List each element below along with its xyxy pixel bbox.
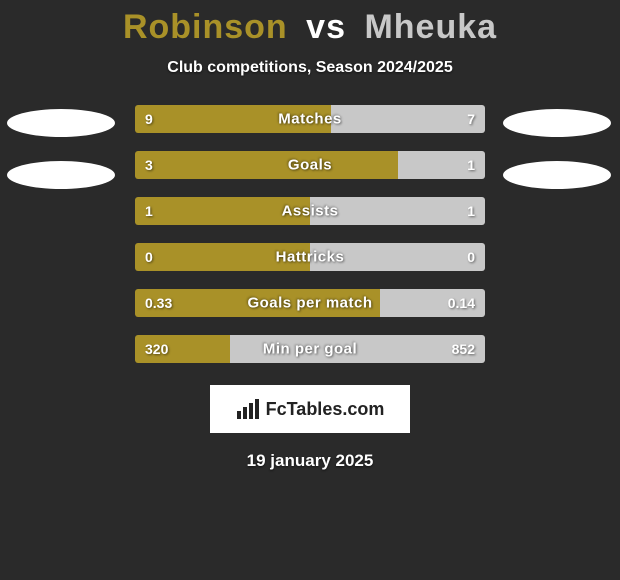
bar-label: Hattricks xyxy=(135,249,485,266)
team-badge xyxy=(503,109,611,137)
bar-value-right: 0.14 xyxy=(448,295,475,311)
player2-name: Mheuka xyxy=(364,8,497,46)
bar-label: Goals xyxy=(135,157,485,174)
main-row: Matches97Goals31Assists11Hattricks00Goal… xyxy=(0,105,620,363)
bar-value-left: 3 xyxy=(145,157,153,173)
team-badge xyxy=(503,161,611,189)
logo-box: FcTables.com xyxy=(210,385,410,433)
subtitle: Club competitions, Season 2024/2025 xyxy=(0,59,620,77)
stat-bar: Matches9 7 xyxy=(135,105,485,133)
bar-label: Matches xyxy=(135,111,485,128)
bar-value-right: 1 xyxy=(467,203,475,219)
bar-value-left: 9 xyxy=(145,111,153,127)
bar-label: Min per goal xyxy=(135,341,485,358)
team-badge xyxy=(7,109,115,137)
bar-value-right: 852 xyxy=(452,341,475,357)
player1-name: Robinson xyxy=(123,8,288,46)
stat-bars: Matches97Goals31Assists11Hattricks00Goal… xyxy=(135,105,485,363)
bar-label: Goals per match xyxy=(135,295,485,312)
vs-text: vs xyxy=(306,8,346,46)
stat-bar: Assists1 1 xyxy=(135,197,485,225)
bar-value-left: 320 xyxy=(145,341,168,357)
badges-right xyxy=(503,105,613,189)
bar-value-left: 1 xyxy=(145,203,153,219)
date: 19 january 2025 xyxy=(0,451,620,471)
bar-value-right: 1 xyxy=(467,157,475,173)
stat-bar: Goals per match0.33 0.14 xyxy=(135,289,485,317)
stat-bar: Min per goal320 852 xyxy=(135,335,485,363)
bar-value-left: 0.33 xyxy=(145,295,172,311)
logo-text: FcTables.com xyxy=(266,399,385,420)
title: Robinson vs Mheuka xyxy=(0,8,620,47)
stat-bar: Goals3 1 xyxy=(135,151,485,179)
chart-icon xyxy=(236,399,260,419)
bar-value-right: 7 xyxy=(467,111,475,127)
team-badge xyxy=(7,161,115,189)
bar-value-left: 0 xyxy=(145,249,153,265)
bar-label: Assists xyxy=(135,203,485,220)
comparison-card: Robinson vs Mheuka Club competitions, Se… xyxy=(0,0,620,471)
stat-bar: Hattricks0 0 xyxy=(135,243,485,271)
bar-value-right: 0 xyxy=(467,249,475,265)
badges-left xyxy=(7,105,117,189)
